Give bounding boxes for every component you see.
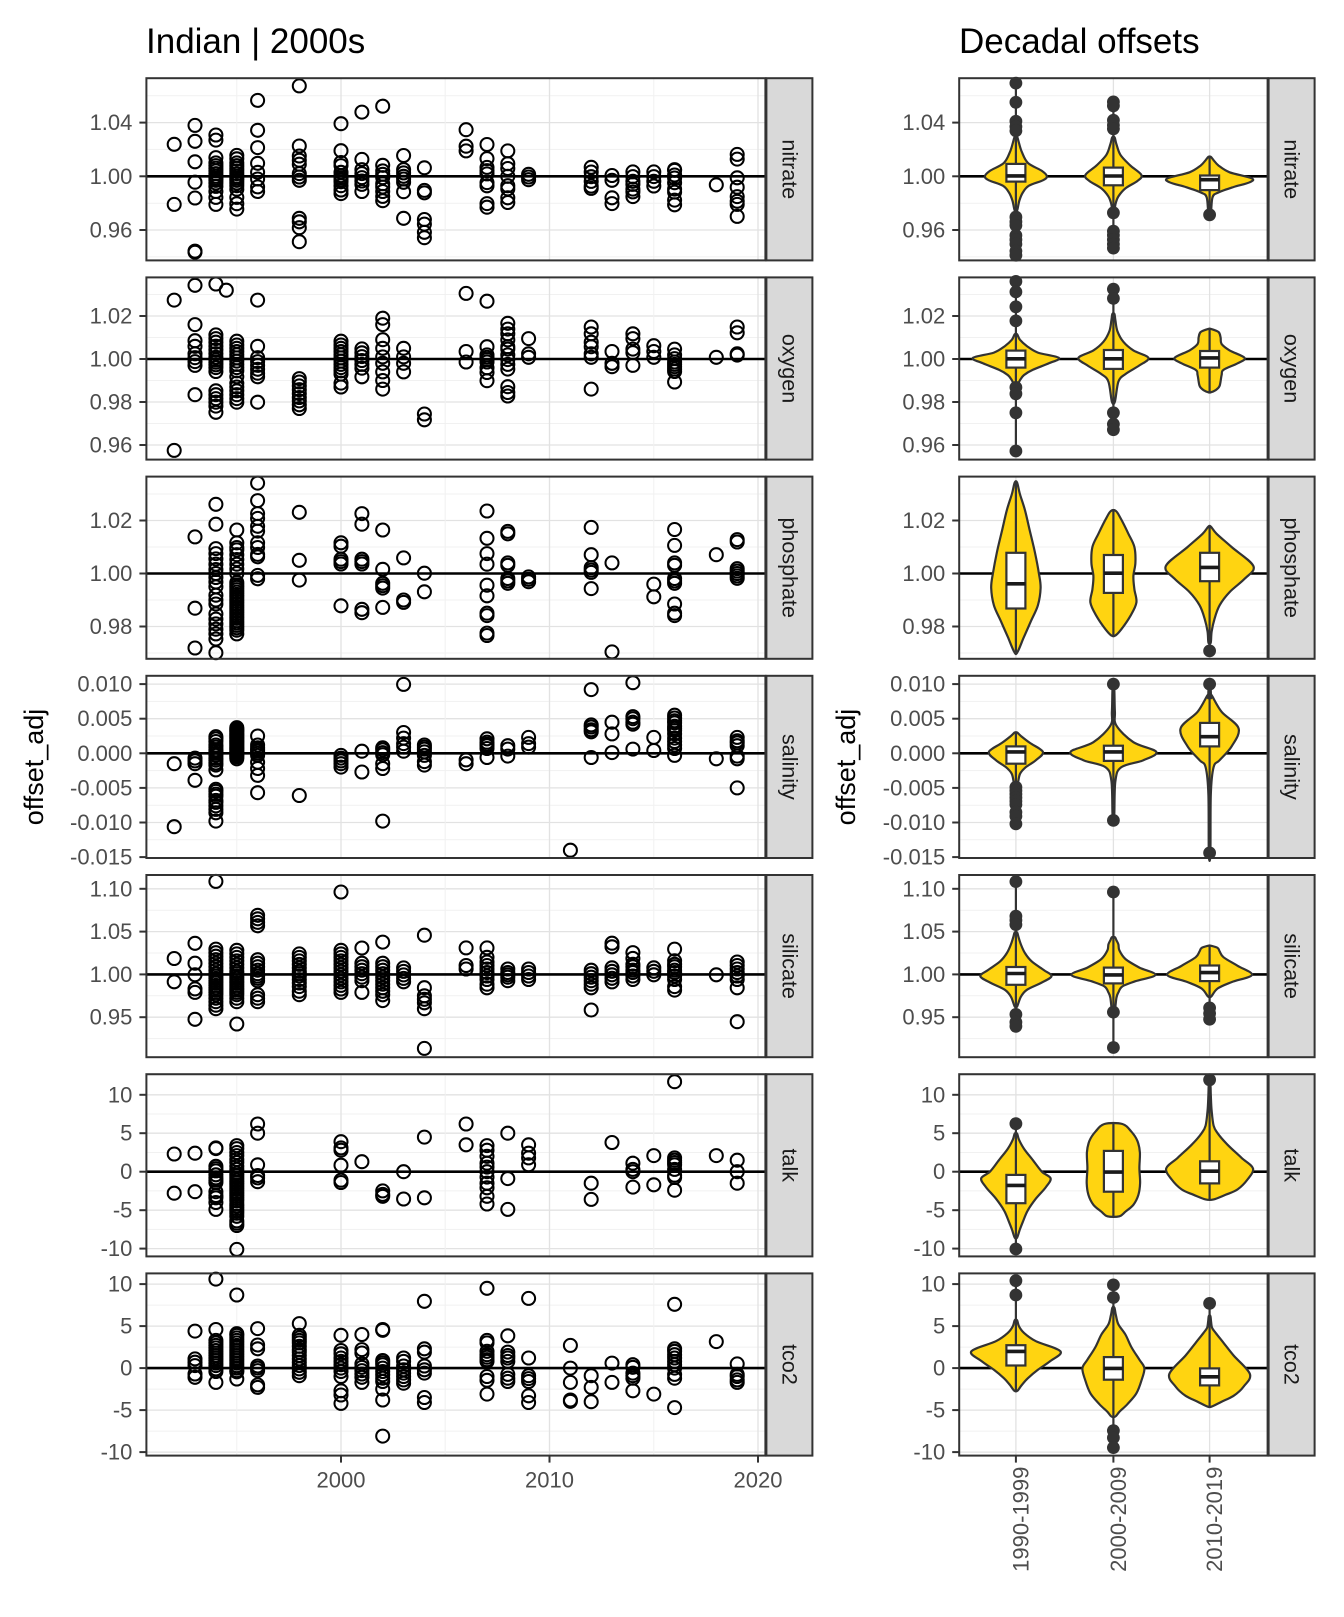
svg-text:0.96: 0.96 <box>90 433 133 458</box>
svg-text:silicate: silicate <box>1280 933 1304 999</box>
svg-text:0: 0 <box>933 1356 945 1381</box>
svg-text:2010-2019: 2010-2019 <box>1202 1467 1227 1572</box>
svg-text:offset_adj: offset_adj <box>19 709 49 826</box>
svg-text:10: 10 <box>108 1272 132 1297</box>
svg-text:0.98: 0.98 <box>902 614 945 639</box>
svg-text:1.00: 1.00 <box>90 962 133 987</box>
svg-text:0.98: 0.98 <box>90 390 133 415</box>
svg-text:1.04: 1.04 <box>902 110 945 135</box>
svg-text:-5: -5 <box>113 1198 133 1223</box>
svg-text:-5: -5 <box>926 1198 946 1223</box>
svg-text:0.000: 0.000 <box>890 741 945 766</box>
svg-text:1.00: 1.00 <box>902 164 945 189</box>
svg-text:1.00: 1.00 <box>902 962 945 987</box>
svg-text:10: 10 <box>921 1272 945 1297</box>
svg-text:1.05: 1.05 <box>902 919 945 944</box>
svg-text:oxygen: oxygen <box>777 334 801 403</box>
svg-text:0.96: 0.96 <box>902 218 945 243</box>
svg-text:5: 5 <box>933 1121 945 1146</box>
svg-text:0: 0 <box>120 1356 132 1381</box>
svg-text:-10: -10 <box>913 1236 945 1261</box>
svg-text:0.95: 0.95 <box>90 1005 133 1030</box>
svg-text:-0.005: -0.005 <box>883 775 945 800</box>
svg-text:1.10: 1.10 <box>90 876 133 901</box>
svg-text:1.00: 1.00 <box>90 347 133 372</box>
svg-text:-0.010: -0.010 <box>883 810 945 835</box>
svg-text:1.04: 1.04 <box>90 110 133 135</box>
svg-text:-10: -10 <box>101 1440 133 1465</box>
svg-text:1.02: 1.02 <box>90 304 133 329</box>
svg-text:phosphate: phosphate <box>1280 517 1304 617</box>
svg-text:0.95: 0.95 <box>902 1005 945 1030</box>
svg-text:nitrate: nitrate <box>1280 139 1304 199</box>
svg-text:0.010: 0.010 <box>890 672 945 697</box>
svg-text:10: 10 <box>108 1082 132 1107</box>
svg-text:5: 5 <box>120 1121 132 1146</box>
svg-text:2010: 2010 <box>525 1468 574 1493</box>
svg-text:10: 10 <box>921 1082 945 1107</box>
svg-text:1.10: 1.10 <box>902 876 945 901</box>
svg-text:tco2: tco2 <box>1280 1344 1304 1385</box>
svg-text:phosphate: phosphate <box>777 517 801 617</box>
svg-text:0.005: 0.005 <box>890 706 945 731</box>
svg-text:5: 5 <box>120 1314 132 1339</box>
svg-text:oxygen: oxygen <box>1280 334 1304 403</box>
svg-text:1.00: 1.00 <box>902 347 945 372</box>
svg-text:0.98: 0.98 <box>902 390 945 415</box>
svg-text:2020: 2020 <box>734 1468 783 1493</box>
svg-text:0.96: 0.96 <box>90 218 133 243</box>
svg-text:0.000: 0.000 <box>77 741 132 766</box>
svg-text:1.00: 1.00 <box>90 561 133 586</box>
svg-text:0: 0 <box>933 1159 945 1184</box>
svg-text:-10: -10 <box>913 1440 945 1465</box>
svg-text:nitrate: nitrate <box>777 139 801 199</box>
svg-text:1.02: 1.02 <box>902 508 945 533</box>
svg-text:silicate: silicate <box>777 933 801 999</box>
svg-text:0.96: 0.96 <box>902 433 945 458</box>
svg-text:0: 0 <box>120 1159 132 1184</box>
svg-text:salinity: salinity <box>777 734 801 800</box>
svg-text:0.005: 0.005 <box>77 706 132 731</box>
svg-text:-0.010: -0.010 <box>70 810 132 835</box>
svg-text:salinity: salinity <box>1280 734 1304 800</box>
svg-text:1.02: 1.02 <box>90 508 133 533</box>
svg-text:-0.005: -0.005 <box>70 775 132 800</box>
svg-text:talk: talk <box>777 1149 801 1183</box>
svg-text:Decadal offsets: Decadal offsets <box>959 22 1200 61</box>
svg-text:talk: talk <box>1280 1149 1304 1183</box>
svg-text:-5: -5 <box>113 1398 133 1423</box>
svg-text:-0.015: -0.015 <box>70 845 132 870</box>
svg-text:2000: 2000 <box>317 1468 366 1493</box>
svg-text:offset_adj: offset_adj <box>831 709 861 826</box>
svg-text:1.02: 1.02 <box>902 304 945 329</box>
svg-text:5: 5 <box>933 1314 945 1339</box>
svg-text:0.010: 0.010 <box>77 672 132 697</box>
svg-text:-5: -5 <box>926 1398 946 1423</box>
svg-text:2000-2009: 2000-2009 <box>1106 1467 1131 1572</box>
svg-text:1.05: 1.05 <box>90 919 133 944</box>
svg-text:tco2: tco2 <box>777 1344 801 1385</box>
svg-text:Indian | 2000s: Indian | 2000s <box>146 22 365 61</box>
svg-text:1.00: 1.00 <box>90 164 133 189</box>
svg-text:1990-1999: 1990-1999 <box>1008 1467 1033 1572</box>
svg-text:0.98: 0.98 <box>90 614 133 639</box>
svg-text:-10: -10 <box>101 1236 133 1261</box>
svg-text:-0.015: -0.015 <box>883 845 945 870</box>
svg-text:1.00: 1.00 <box>902 561 945 586</box>
